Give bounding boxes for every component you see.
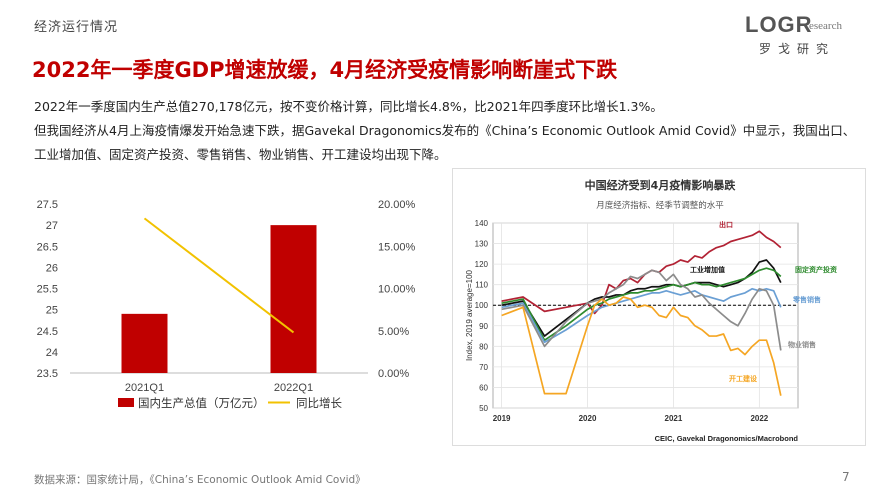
y-tick-label: 130: [475, 240, 489, 249]
y-left-tick-label: 25.5: [37, 284, 58, 296]
y-left-tick-label: 27.5: [37, 199, 58, 211]
logo: LOGR esearch 罗戈研究: [745, 12, 865, 58]
logo-main: LOGR: [745, 12, 813, 38]
series-line: [501, 230, 782, 315]
y-tick-label: 90: [479, 322, 488, 331]
chart-subtitle: 月度经济指标、经季节调整的水平: [596, 200, 724, 211]
x-tick-label: 2021Q1: [125, 382, 164, 394]
gdp-bar: [270, 225, 317, 373]
paragraph-2: 但我国经济从4月上海疫情爆发开始急速下跌，据Gavekal Dragonomic…: [34, 123, 856, 138]
page-title: 2022年一季度GDP增速放缓，4月经济受疫情影响断崖式下跌: [32, 58, 618, 82]
footer-source: 数据来源：国家统计局，《China’s Economic Outlook Ami…: [34, 474, 366, 486]
y-left-tick-label: 26.5: [37, 241, 58, 253]
x-tick-label: 2020: [579, 414, 597, 423]
logo-cn: 罗戈研究: [759, 42, 836, 56]
yoy-growth-line: [143, 217, 295, 334]
legend-swatch-gdp: [118, 398, 134, 407]
series-label: 开工建设: [729, 374, 758, 383]
y-tick-label: 140: [475, 219, 489, 228]
logo-sub: esearch: [809, 20, 842, 32]
y-tick-label: 120: [475, 260, 489, 269]
x-tick-label: 2021: [665, 414, 683, 423]
y-left-tick-label: 27: [46, 220, 58, 232]
y-left-tick-label: 25: [46, 305, 58, 317]
y-right-tick-label: 0.00%: [378, 368, 409, 380]
series-label: 物业销售: [788, 340, 816, 349]
chart-source: CEIC, Gavekal Dragonomics/Macrobond: [655, 434, 799, 443]
series-label: 固定资产投资: [795, 265, 837, 274]
y-left-tick-label: 24.5: [37, 326, 58, 338]
logo-main-text: LOGR: [745, 12, 813, 37]
series-line: [501, 296, 782, 396]
y-left-tick-label: 26: [46, 262, 58, 274]
y-left-tick-label: 24: [46, 347, 58, 359]
gdp-combo-chart: 27.5 27 26.5 26 25.5 25 24.5 24 23.5 20.00% 15.00%…: [37, 199, 416, 410]
series-line: [501, 287, 782, 344]
series-line: [501, 269, 782, 351]
x-tick-label: 2019: [493, 414, 511, 423]
y-tick-label: 70: [479, 363, 488, 372]
section-label: 经济运行情况: [34, 20, 119, 35]
page-number: 7: [842, 470, 850, 484]
y-right-tick-label: 10.00%: [378, 284, 416, 296]
legend-label-yoy: 同比增长: [296, 396, 342, 410]
y-tick-label: 100: [475, 301, 489, 310]
y-tick-label: 80: [479, 342, 488, 351]
y-right-tick-label: 20.00%: [378, 199, 416, 211]
series-label: 零售销售: [792, 295, 821, 304]
y-left-tick-label: 23.5: [37, 368, 58, 380]
chart-title: 中国经济受到4月疫情影响暴跌: [585, 178, 737, 192]
y-tick-label: 50: [479, 404, 488, 413]
gdp-bar: [121, 313, 168, 373]
y-right-tick-label: 15.00%: [378, 241, 416, 253]
y-tick-label: 60: [479, 383, 488, 392]
y-right-tick-label: 5.00%: [378, 326, 409, 338]
y-tick-label: 110: [475, 281, 488, 290]
x-tick-label: 2022: [750, 414, 768, 423]
y-axis-label: Index, 2019 average=100: [465, 269, 474, 361]
series-label: 工业增加值: [690, 265, 725, 274]
legend-label-gdp: 国内生产总值（万亿元）: [138, 396, 265, 410]
paragraph-1: 2022年一季度国内生产总值270,178亿元，按不变价格计算，同比增长4.8%…: [34, 99, 663, 114]
paragraph-3: 工业增加值、固定资产投资、零售销售、物业销售、开工建设均出现下降。: [34, 147, 447, 162]
x-tick-label: 2022Q1: [274, 382, 313, 394]
series-label: 出口: [719, 220, 733, 229]
